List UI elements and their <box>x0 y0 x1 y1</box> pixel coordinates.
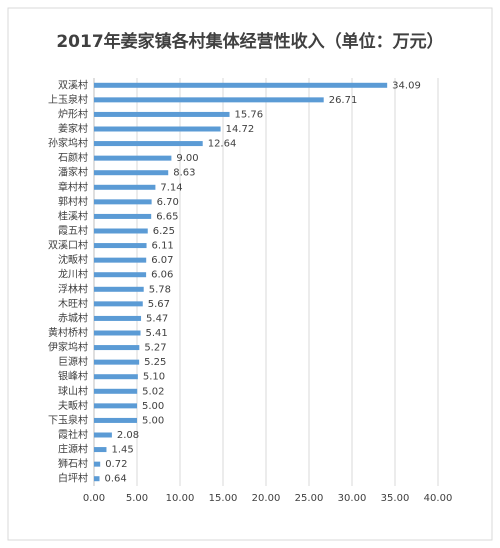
value-label: 5.00 <box>142 401 164 412</box>
bar <box>94 184 156 190</box>
value-label: 6.70 <box>157 197 179 208</box>
y-tick-label: 潘家村 <box>58 166 88 179</box>
value-label: 0.64 <box>105 474 127 485</box>
value-label: 12.64 <box>208 139 237 150</box>
y-tick-label: 夫畈村 <box>58 399 88 412</box>
y-tick-label: 球山村 <box>58 384 88 397</box>
value-label: 6.25 <box>153 226 175 237</box>
y-tick-label: 下玉泉村 <box>48 413 88 426</box>
y-tick-label: 沈畈村 <box>58 253 88 266</box>
y-tick-label: 巨源村 <box>58 355 88 368</box>
value-label: 6.65 <box>156 211 178 222</box>
y-tick-label: 章村村 <box>58 180 88 193</box>
value-label: 5.10 <box>143 372 165 383</box>
y-tick-label: 浮林村 <box>58 282 88 295</box>
bar <box>94 111 230 117</box>
bar <box>94 345 140 351</box>
value-label: 0.72 <box>105 459 127 470</box>
y-tick-label: 白坪村 <box>58 472 88 485</box>
y-tick-label: 石颜村 <box>58 151 88 164</box>
x-tick-label: 15.00 <box>209 493 238 504</box>
bar <box>94 228 148 234</box>
value-label: 6.06 <box>151 270 173 281</box>
bar <box>94 461 101 467</box>
bar <box>94 432 112 438</box>
bar <box>94 97 324 103</box>
value-label: 5.25 <box>144 357 166 368</box>
value-label: 7.14 <box>160 182 182 193</box>
y-tick-label: 银峰村 <box>58 370 88 383</box>
frame <box>7 7 493 541</box>
bar <box>94 447 107 453</box>
bar <box>94 476 100 482</box>
x-tick-label: 20.00 <box>252 493 281 504</box>
value-label: 2.08 <box>117 430 139 441</box>
y-tick-label: 黄村桥村 <box>48 326 88 339</box>
value-label: 14.72 <box>226 124 255 135</box>
y-tick-label: 双溪口村 <box>48 239 88 252</box>
value-label: 5.41 <box>146 328 168 339</box>
bar <box>94 213 152 219</box>
x-tick-label: 35.00 <box>381 493 410 504</box>
value-label: 5.47 <box>146 313 168 324</box>
value-label: 5.02 <box>142 386 164 397</box>
y-tick-label: 霞五村 <box>58 224 88 237</box>
bar <box>94 315 142 321</box>
bar <box>94 243 147 249</box>
value-label: 9.00 <box>176 153 198 164</box>
y-tick-label: 孙家坞村 <box>48 137 88 150</box>
value-label: 34.09 <box>392 80 421 91</box>
bar <box>94 388 138 394</box>
x-tick-label: 0.00 <box>83 493 105 504</box>
y-tick-label: 霞社村 <box>58 428 88 441</box>
y-tick-label: 双溪村 <box>58 78 88 91</box>
value-label: 6.11 <box>152 241 174 252</box>
bar <box>94 141 203 147</box>
chart-title: 2017年姜家镇各村集体经营性收入（单位：万元） <box>56 31 443 52</box>
bar <box>94 272 147 278</box>
bar <box>94 359 140 365</box>
bar <box>94 330 141 336</box>
bar <box>94 170 169 176</box>
bar <box>94 126 221 132</box>
y-tick-label: 炉形村 <box>58 107 88 120</box>
bar <box>94 403 137 409</box>
bar <box>94 155 172 161</box>
bar <box>94 286 144 292</box>
bar <box>94 257 147 263</box>
value-label: 8.63 <box>173 168 195 179</box>
y-tick-label: 姜家村 <box>58 122 88 135</box>
value-label: 5.78 <box>149 284 171 295</box>
value-label: 5.67 <box>148 299 170 310</box>
value-label: 26.71 <box>329 95 358 106</box>
y-tick-label: 赤城村 <box>58 311 88 324</box>
x-tick-label: 25.00 <box>295 493 324 504</box>
value-label: 15.76 <box>235 109 264 120</box>
bar <box>94 301 143 307</box>
y-tick-label: 郭村村 <box>58 195 88 208</box>
y-tick-label: 狮石村 <box>58 457 88 470</box>
value-label: 6.07 <box>151 255 173 266</box>
y-tick-label: 龙川村 <box>58 268 88 281</box>
value-label: 5.27 <box>144 343 166 354</box>
x-tick-label: 30.00 <box>338 493 367 504</box>
bar <box>94 374 138 380</box>
y-tick-label: 桂溪村 <box>58 209 88 222</box>
value-label: 1.45 <box>111 445 133 456</box>
y-tick-label: 上玉泉村 <box>48 93 88 106</box>
bar <box>94 417 137 423</box>
x-tick-label: 40.00 <box>424 493 453 504</box>
x-tick-label: 5.00 <box>126 493 148 504</box>
y-tick-label: 木旺村 <box>58 297 88 310</box>
bar <box>94 199 152 205</box>
value-label: 5.00 <box>142 415 164 426</box>
x-tick-label: 10.00 <box>166 493 195 504</box>
y-tick-label: 伊家坞村 <box>48 341 88 354</box>
y-tick-label: 庄源村 <box>58 443 88 456</box>
bar <box>94 82 388 88</box>
